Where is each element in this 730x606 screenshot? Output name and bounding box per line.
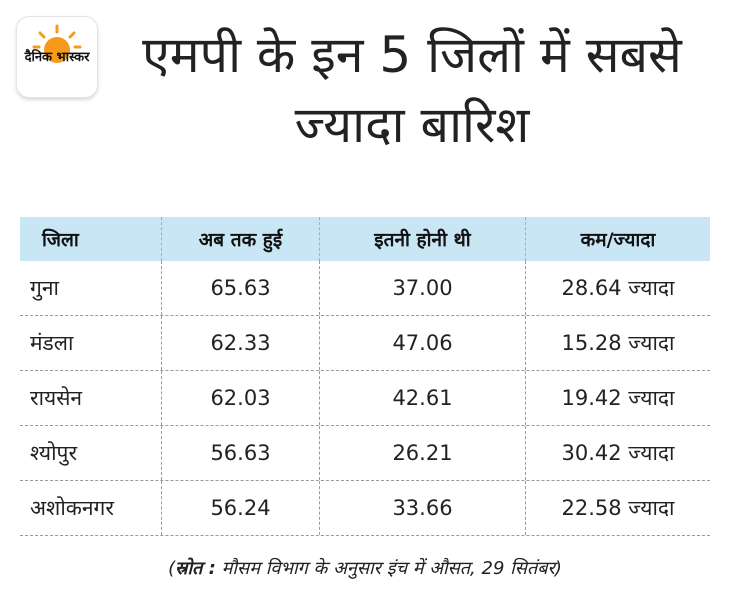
difference-cell: 30.42 ज्यादा	[561, 441, 675, 465]
expected-rain-cell: 26.21	[320, 426, 526, 480]
dainik-bhaskar-logo: दैनिक भास्कर	[17, 17, 97, 97]
rain-so-far-cell: 62.03	[162, 371, 320, 425]
expected-rain-cell: 37.00	[320, 261, 526, 315]
header-rain-so-far: अब तक हुई	[162, 217, 320, 261]
district-cell: अशोकनगर	[20, 481, 162, 535]
table-row: रायसेन 62.03 42.61 19.42 ज्यादा	[20, 371, 710, 426]
table-header-row: जिला अब तक हुई इतनी होनी थी कम/ज्यादा	[20, 217, 710, 261]
sun-icon	[32, 24, 82, 63]
header-expected-rain: इतनी होनी थी	[320, 217, 526, 261]
difference-cell: 28.64 ज्यादा	[561, 276, 675, 300]
expected-rain-cell: 47.06	[320, 316, 526, 370]
rain-so-far-cell: 56.63	[162, 426, 320, 480]
district-cell: मंडला	[20, 316, 162, 370]
table-row: अशोकनगर 56.24 33.66 22.58 ज्यादा	[20, 481, 710, 536]
district-cell: गुना	[20, 261, 162, 315]
header-difference: कम/ज्यादा	[580, 229, 656, 251]
table-row: श्योपुर 56.63 26.21 30.42 ज्यादा	[20, 426, 710, 481]
page-title: एमपी के इन 5 जिलों में सबसे ज्यादा बारिश	[142, 26, 682, 154]
logo-text: दैनिक भास्कर	[24, 50, 90, 65]
expected-rain-cell: 42.61	[320, 371, 526, 425]
table-row: मंडला 62.33 47.06 15.28 ज्यादा	[20, 316, 710, 371]
expected-rain-cell: 33.66	[320, 481, 526, 535]
rain-so-far-cell: 56.24	[162, 481, 320, 535]
rainfall-table: जिला अब तक हुई इतनी होनी थी कम/ज्यादा गु…	[20, 217, 710, 536]
header-district: जिला	[20, 217, 162, 261]
rain-so-far-cell: 62.33	[162, 316, 320, 370]
district-cell: श्योपुर	[20, 426, 162, 480]
difference-cell: 19.42 ज्यादा	[561, 386, 675, 410]
difference-cell: 22.58 ज्यादा	[561, 496, 675, 520]
difference-cell: 15.28 ज्यादा	[561, 331, 675, 355]
table-row: गुना 65.63 37.00 28.64 ज्यादा	[20, 261, 710, 316]
rain-so-far-cell: 65.63	[162, 261, 320, 315]
source-text: मौसम विभाग के अनुसार इंच में औसत, 29 सित…	[221, 558, 555, 579]
district-cell: रायसेन	[20, 371, 162, 425]
source-label: स्रोत :	[175, 558, 216, 579]
source-note: (स्रोत : मौसम विभाग के अनुसार इंच में औस…	[168, 558, 562, 579]
